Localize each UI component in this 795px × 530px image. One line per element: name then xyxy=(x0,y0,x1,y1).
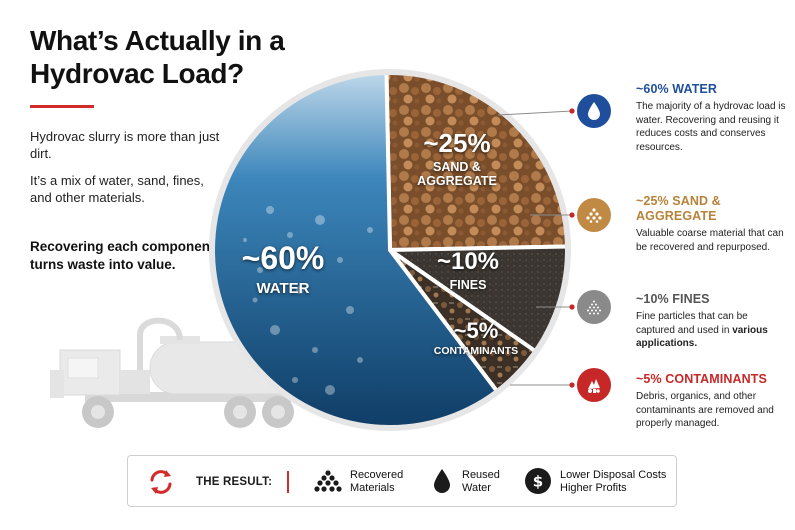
segment-label-fines: ~10% FINES xyxy=(418,248,518,293)
water-bubble xyxy=(243,238,247,242)
detail-water: ~60% WATER The majority of a hydrovac lo… xyxy=(636,82,788,154)
segment-pct-sand: ~25% xyxy=(423,128,491,158)
water-bubble xyxy=(287,232,293,238)
result-item-reused-line1: Reused xyxy=(462,469,500,481)
result-item-savings: Lower Disposal Costs Higher Profits xyxy=(560,469,666,495)
water-bubble xyxy=(325,385,335,395)
result-item-savings-line2: Higher Profits xyxy=(560,482,627,494)
detail-contaminants: ~5% CONTAMINANTS Debris, organics, and o… xyxy=(636,372,788,431)
result-bar: THE RESULT: Recovered Materials Reused W… xyxy=(127,455,677,507)
water-bubble xyxy=(257,267,263,273)
detail-fines: ~10% FINES Fine particles that can be ca… xyxy=(636,292,788,351)
water-bubble xyxy=(357,357,363,363)
intro-paragraph-2: It’s a mix of water, sand, fines, and ot… xyxy=(30,173,204,205)
detail-sand: ~25% SAND & AGGREGATE Valuable coarse ma… xyxy=(636,194,788,254)
water-bubble xyxy=(270,325,280,335)
result-separator xyxy=(287,471,289,493)
result-item-savings-line1: Lower Disposal Costs xyxy=(560,469,667,481)
water-drop-icon xyxy=(577,94,611,128)
segment-pct-fines: ~10% xyxy=(436,248,500,275)
segment-pct-water: ~60% xyxy=(241,240,325,276)
intro-highlight: Recovering each component turns waste in… xyxy=(30,239,215,272)
segment-label-sand: ~25% SAND & AGGREGATE xyxy=(402,130,512,189)
water-bubble xyxy=(346,306,354,314)
result-item-reused-line2: Water xyxy=(462,482,491,494)
water-bubble xyxy=(292,377,298,383)
water-bubble xyxy=(266,206,274,214)
segment-label-contaminants: ~5% CONTAMINANTS xyxy=(426,318,526,358)
detail-water-desc: The majority of a hydrovac load is water… xyxy=(636,101,786,153)
intro-paragraph-1: Hydrovac slurry is more than just dirt. xyxy=(30,129,220,161)
water-bubble xyxy=(252,297,258,303)
detail-contaminants-desc: Debris, organics, and other contaminants… xyxy=(636,391,774,430)
pie-outer-ring xyxy=(209,69,571,431)
detail-contaminants-title: ~5% CONTAMINANTS xyxy=(636,372,767,386)
detail-sand-title: ~25% SAND & AGGREGATE xyxy=(636,194,721,223)
result-label: THE RESULT: xyxy=(196,476,273,488)
result-item-reused: Reused Water xyxy=(462,469,500,495)
water-drop-icon xyxy=(434,469,450,493)
fine-particles-icon xyxy=(577,290,611,324)
debris-icon xyxy=(577,368,611,402)
result-item-recovered: Recovered Materials xyxy=(350,469,403,495)
segment-pct-contaminants: ~5% xyxy=(453,318,499,343)
result-item-recovered-line1: Recovered xyxy=(350,469,404,481)
water-bubble xyxy=(337,257,343,263)
material-pile-icon xyxy=(314,470,342,492)
segment-name-fines: FINES xyxy=(449,278,487,292)
water-bubble xyxy=(296,286,304,294)
aggregate-pile-icon xyxy=(577,198,611,232)
detail-water-title: ~60% WATER xyxy=(636,82,717,96)
segment-name-water: WATER xyxy=(256,280,310,297)
water-bubble xyxy=(315,215,325,225)
detail-fines-desc-bold: various applications. xyxy=(636,324,768,350)
water-bubble xyxy=(367,227,373,233)
composition-pie-chart xyxy=(209,69,571,431)
detail-fines-desc: Fine particles that can be captured and … xyxy=(636,310,788,351)
detail-fines-desc-plain: Fine particles that can be captured and … xyxy=(636,311,748,336)
segment-name-sand: SAND & AGGREGATE xyxy=(417,160,497,189)
page-title: What’s Actually in a Hydrovac Load? xyxy=(30,25,285,89)
detail-fines-title: ~10% FINES xyxy=(636,292,710,306)
segment-name-contaminants: CONTAMINANTS xyxy=(433,345,519,357)
segment-label-water: ~60% WATER xyxy=(228,242,338,297)
detail-sand-desc: Valuable coarse material that can be rec… xyxy=(636,228,784,253)
dollar-icon: $ xyxy=(525,468,551,494)
recycle-arrows-icon xyxy=(150,470,172,494)
svg-text:$: $ xyxy=(533,473,543,491)
water-bubble xyxy=(312,347,318,353)
result-item-recovered-line2: Materials xyxy=(350,482,395,494)
title-underline xyxy=(30,105,94,108)
